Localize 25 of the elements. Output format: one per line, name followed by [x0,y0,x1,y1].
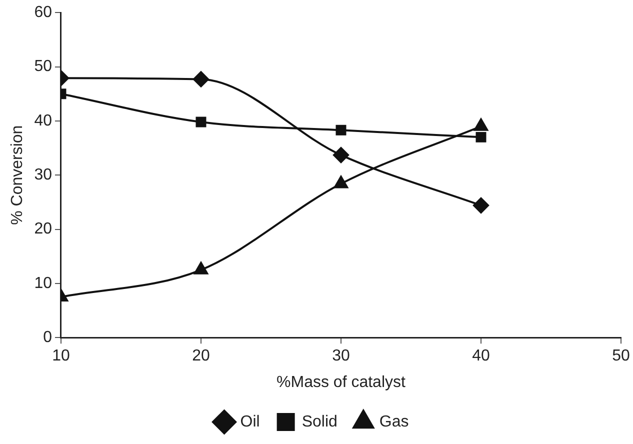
x-tick-label: 20 [192,348,210,365]
point [476,132,486,142]
point [194,262,208,274]
y-tick-label: 20 [34,220,52,238]
point [473,197,489,214]
legend-label: Oil [240,413,260,430]
y-tick-label: 0 [43,329,52,346]
y-tick-label: 50 [34,58,52,76]
legend-label: Gas [379,413,409,430]
y-tick-label: 40 [34,112,52,130]
x-axis-title: %Mass of catalyst [276,374,406,391]
legend-label: Solid [302,413,338,430]
x-tick-label: 50 [612,348,630,365]
y-tick-label: 60 [34,4,52,22]
y-tick-label: 10 [34,274,52,292]
point [334,176,348,188]
y-axis-title: % Conversion [9,125,26,225]
point [336,124,346,136]
y-tick-label: 30 [34,166,52,184]
point [333,147,349,164]
x-tick-label: 10 [52,348,70,365]
x-tick-label: 40 [472,348,490,365]
point [193,71,209,88]
x-tick-label: 30 [332,348,350,365]
point [196,116,206,128]
